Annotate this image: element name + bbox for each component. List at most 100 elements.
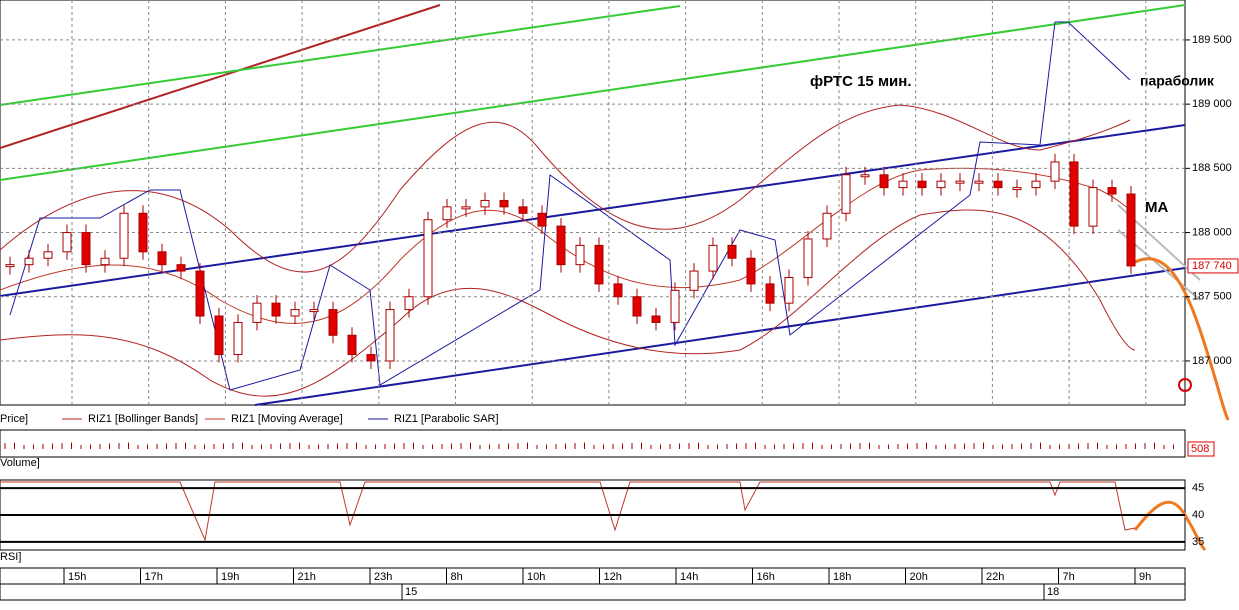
panel-label: Volume] [0, 457, 40, 469]
candle [1107, 187, 1117, 195]
candle [100, 257, 110, 266]
forecast-arrow [1134, 257, 1230, 421]
candle [879, 174, 889, 189]
parabolic-sar [9, 21, 1131, 391]
time-label: 22h [986, 571, 1004, 583]
candle [366, 354, 376, 362]
time-label: 19h [221, 571, 239, 583]
time-label: 7h [1063, 571, 1075, 583]
candle [62, 232, 72, 253]
candle [43, 251, 53, 259]
rsi-tick-label: 35 [1192, 536, 1204, 548]
volume-box [1187, 441, 1215, 457]
candle [689, 270, 699, 291]
candle [214, 315, 224, 356]
legend-item: RIZ1 [Bollinger Bands] [88, 413, 198, 425]
candle [404, 296, 414, 311]
annotation: MA [1145, 199, 1168, 216]
time-label: 10h [527, 571, 545, 583]
candle [252, 302, 262, 323]
candle [119, 212, 129, 259]
candle [955, 180, 965, 184]
candle [423, 219, 433, 298]
price-panel [0, 0, 1186, 406]
time-label: 14h [680, 571, 698, 583]
candle [480, 199, 490, 208]
y-tick-label: 187 000 [1192, 355, 1232, 367]
channel-line [0, 124, 1186, 297]
candle [195, 270, 205, 317]
rsi-tick-label: 45 [1192, 482, 1204, 494]
time-label: 23h [374, 571, 392, 583]
candle [860, 174, 870, 178]
candle [271, 302, 281, 317]
candle [632, 296, 642, 317]
candle [917, 180, 927, 189]
candle [594, 244, 604, 285]
bollinger-upper [0, 104, 1131, 273]
candle [575, 244, 585, 266]
annotation: параболик [1140, 73, 1215, 89]
date-label: 15 [405, 586, 417, 598]
rsi-tick-label: 40 [1192, 509, 1204, 521]
trend-line [0, 5, 681, 106]
panel-label: RSI] [0, 551, 21, 563]
candle [784, 276, 794, 304]
time-label: 8h [451, 571, 463, 583]
candle [822, 212, 832, 240]
candle [537, 212, 547, 227]
candle [556, 225, 566, 266]
candle [1031, 180, 1041, 189]
time-label: 21h [298, 571, 316, 583]
channel-line [254, 267, 1186, 406]
candle [765, 283, 775, 304]
candle [5, 264, 15, 268]
volume-panel [0, 429, 1186, 458]
candle [803, 238, 813, 278]
candle [81, 232, 91, 266]
candle [499, 199, 509, 208]
y-tick-label: 189 500 [1192, 34, 1232, 46]
trend-line [0, 4, 1186, 181]
candle [1012, 187, 1022, 191]
rsi-line [0, 481, 1136, 542]
date-label: 18 [1047, 586, 1059, 598]
candle [461, 206, 471, 210]
candle [993, 180, 1003, 189]
legend-item: RIZ1 [Moving Average] [231, 413, 343, 425]
y-tick-label: 187 500 [1192, 291, 1232, 303]
y-tick-label: 188 000 [1192, 226, 1232, 238]
candle [385, 309, 395, 362]
candle [1088, 187, 1098, 227]
candle [1050, 161, 1060, 182]
trend-line [0, 4, 441, 149]
candle [746, 257, 756, 285]
candle [898, 180, 908, 189]
candle [328, 309, 338, 336]
candle [24, 257, 34, 266]
y-tick-label: 189 000 [1192, 98, 1232, 110]
candle [157, 251, 167, 266]
candle [233, 321, 243, 356]
candle [708, 244, 718, 272]
candle [138, 212, 148, 253]
price-box [1187, 258, 1239, 274]
candle [176, 264, 186, 272]
time-label: 9h [1139, 571, 1151, 583]
marker-circle [1178, 378, 1192, 392]
candle [1069, 161, 1079, 227]
candle [974, 180, 984, 184]
time-label: 17h [145, 571, 163, 583]
legend-item: RIZ1 [Parabolic SAR] [394, 413, 499, 425]
candle [651, 315, 661, 323]
time-label: 15h [68, 571, 86, 583]
candle [670, 289, 680, 323]
candle [936, 180, 946, 189]
last-price: 187 740 [1192, 260, 1232, 272]
candle [1126, 193, 1136, 267]
candle [841, 174, 851, 214]
time-label: 18h [833, 571, 851, 583]
bollinger-lower [0, 209, 1136, 397]
